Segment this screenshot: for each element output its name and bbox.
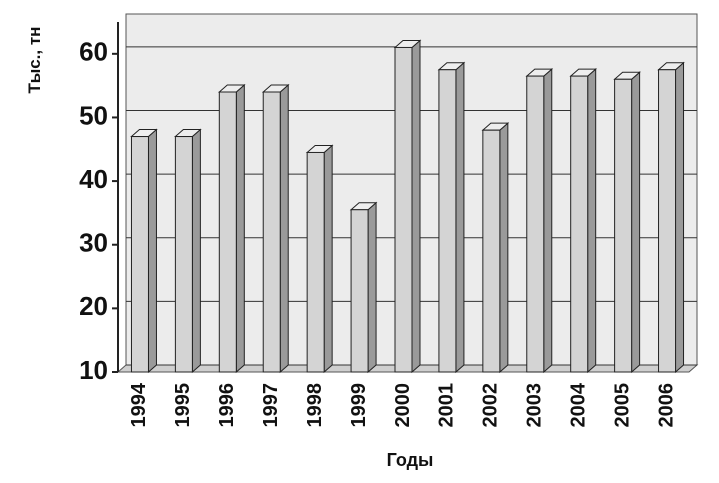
x-tick-label: 1995 bbox=[172, 383, 194, 428]
x-tick-label: 1994 bbox=[128, 382, 150, 427]
bar-side bbox=[675, 61, 685, 374]
y-tick-label: 60 bbox=[79, 37, 108, 67]
bar-side bbox=[631, 71, 641, 374]
x-tick-label: 2004 bbox=[567, 382, 589, 427]
y-tick-label: 30 bbox=[79, 228, 108, 258]
bar-side bbox=[323, 144, 333, 374]
bar-side bbox=[587, 67, 597, 374]
x-tick-label: 1997 bbox=[260, 383, 282, 428]
bar bbox=[526, 75, 545, 373]
x-tick-label: 1999 bbox=[348, 383, 370, 428]
bar bbox=[614, 78, 633, 373]
bar bbox=[262, 91, 281, 373]
x-tick-label: 2002 bbox=[480, 383, 502, 428]
bar bbox=[174, 136, 193, 373]
bar-side bbox=[455, 61, 465, 374]
x-tick-label: 2003 bbox=[524, 383, 546, 428]
bar bbox=[306, 151, 325, 373]
y-tick-label: 10 bbox=[79, 355, 108, 385]
x-tick-label: 2005 bbox=[611, 383, 633, 428]
y-tick-label: 40 bbox=[79, 164, 108, 194]
bar bbox=[394, 46, 413, 373]
x-axis-title: Годы bbox=[387, 450, 434, 470]
x-tick-label: 2006 bbox=[655, 383, 677, 428]
bar bbox=[482, 129, 501, 373]
x-tick-label: 2001 bbox=[436, 383, 458, 428]
x-tick-label: 1998 bbox=[304, 383, 326, 428]
x-tick-label: 2000 bbox=[392, 383, 414, 428]
bar-side bbox=[367, 201, 377, 374]
bar-side bbox=[147, 128, 157, 374]
bar bbox=[350, 209, 369, 373]
bar bbox=[218, 91, 237, 373]
bar bbox=[658, 69, 677, 373]
bar-side bbox=[191, 128, 201, 374]
y-axis-title: Тыс., тн bbox=[25, 27, 44, 94]
bar bbox=[570, 75, 589, 373]
y-tick-label: 50 bbox=[79, 100, 108, 130]
bar-side bbox=[235, 83, 245, 374]
x-tick-label: 1996 bbox=[216, 383, 238, 428]
bar bbox=[438, 69, 457, 373]
bar-side bbox=[279, 83, 289, 374]
bar bbox=[130, 136, 149, 373]
bar-side bbox=[411, 39, 421, 374]
bar-side bbox=[543, 67, 553, 374]
bar-side bbox=[499, 122, 509, 374]
y-tick-label: 20 bbox=[79, 291, 108, 321]
